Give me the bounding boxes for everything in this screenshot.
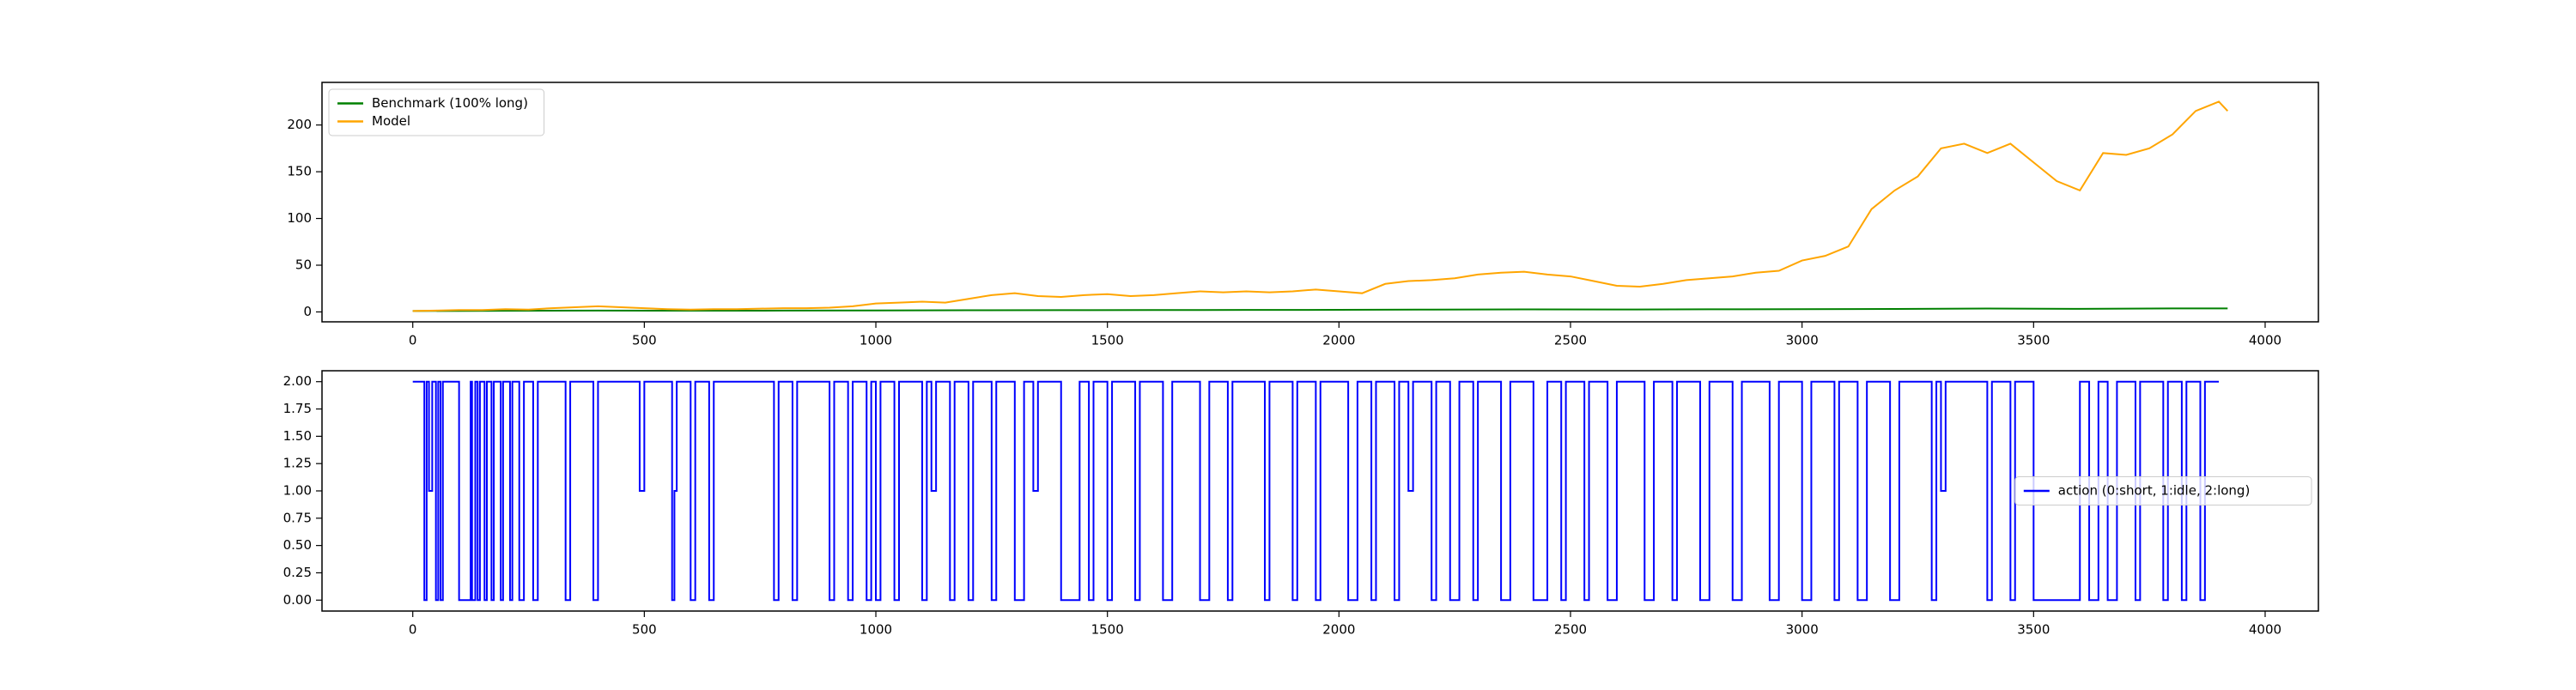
y-tick-label: 0.50 — [283, 537, 312, 553]
legend-box — [328, 88, 545, 136]
x-tick-label: 3500 — [2017, 622, 2050, 638]
y-tick-label: 50 — [295, 257, 312, 273]
y-tick-label: 100 — [287, 210, 312, 226]
x-tick-label: 2000 — [1322, 333, 1355, 348]
y-tick-label: 1.50 — [283, 428, 312, 444]
y-tick-label: 2.00 — [283, 373, 312, 389]
y-tick-label: 150 — [287, 164, 312, 179]
y-tick-label: 0 — [303, 304, 312, 319]
axes-frame — [321, 82, 2319, 323]
legend-label: Model — [372, 113, 410, 129]
x-tick-label: 2500 — [1554, 622, 1587, 638]
x-tick-label: 1500 — [1091, 333, 1124, 348]
y-tick-label: 1.00 — [283, 483, 312, 499]
x-tick-label: 1000 — [860, 622, 892, 638]
y-tick-label: 1.75 — [283, 401, 312, 416]
x-tick-label: 3500 — [2017, 333, 2050, 348]
y-tick-label: 0.25 — [283, 565, 312, 580]
x-tick-label: 2000 — [1322, 622, 1355, 638]
y-tick-label: 1.25 — [283, 456, 312, 471]
x-tick-label: 3000 — [1786, 622, 1819, 638]
x-tick-label: 500 — [632, 622, 657, 638]
y-tick-label: 200 — [287, 117, 312, 132]
x-tick-label: 1000 — [860, 333, 892, 348]
x-tick-label: 2500 — [1554, 333, 1587, 348]
x-tick-label: 4000 — [2249, 622, 2281, 638]
legend-label: Benchmark (100% long) — [372, 95, 528, 111]
legend-label: action (0:short, 1:idle, 2:long) — [2058, 483, 2251, 499]
legend-box — [2014, 476, 2312, 505]
x-tick-label: 500 — [632, 333, 657, 348]
x-tick-label: 3000 — [1786, 333, 1819, 348]
axes-frame — [321, 370, 2319, 612]
series-line — [412, 307, 2228, 312]
y-tick-label: 0.75 — [283, 510, 312, 525]
series-line — [412, 100, 2229, 312]
x-tick-label: 0 — [409, 622, 417, 638]
y-tick-label: 0.00 — [283, 592, 312, 608]
x-tick-label: 1500 — [1091, 622, 1124, 638]
x-tick-label: 0 — [409, 333, 417, 348]
x-tick-label: 4000 — [2249, 333, 2281, 348]
series-line — [412, 380, 2220, 602]
